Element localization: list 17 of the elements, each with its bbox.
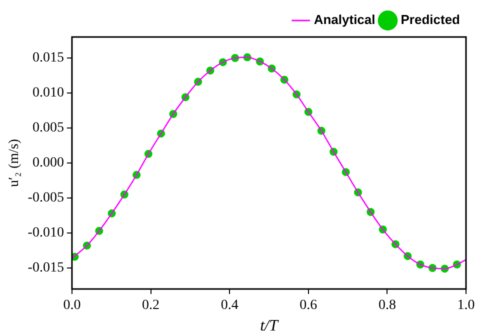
legend-label: Analytical [314,12,376,28]
y-tick-label: 0.010 [32,86,64,101]
x-tick-label: 0.2 [142,298,160,314]
y-tick-label: 0.005 [32,120,64,136]
x-tick-label: 1.0 [457,298,475,314]
x-tick-label: 0.6 [300,298,318,314]
y-tick-label: -0.015 [28,260,64,276]
y-tick-label: 0.000 [32,156,64,171]
y-tick-label: -0.010 [28,226,64,241]
x-axis-title: t/T [260,318,279,335]
x-tick-label: 0.4 [220,298,238,314]
legend-label: Predicted [400,12,460,28]
y-tick-label: 0.015 [32,50,64,66]
x-tick-label: 0.0 [63,298,81,314]
y-axis-title: u′₂ (m/s) [7,138,22,187]
y-tick-label: -0.005 [28,190,64,206]
x-tick-label: 0.8 [378,298,396,314]
